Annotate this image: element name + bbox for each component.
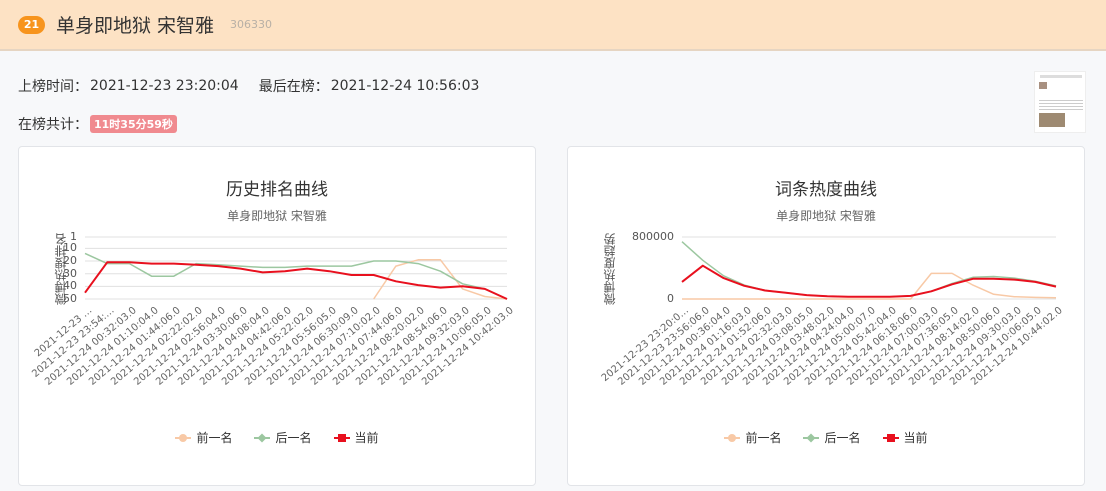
thumb-avatar [1039,82,1047,89]
hot-value: 306330 [230,18,273,31]
y-tick-label: 0 [667,292,674,305]
y-tick-label: 10 [63,241,77,255]
legend-label: 当前 [354,431,379,445]
rank-chart-plot[interactable] [19,147,537,427]
topic-title[interactable]: 单身即地狱 宋智雅 [56,15,215,37]
legend-label: 前一名 [196,431,233,445]
series-line [84,252,508,300]
legend-label: 后一名 [824,431,861,445]
thumb-image [1039,113,1065,127]
chart-legend: 前一名 后一名 当前 [568,429,1084,446]
y-tick-label: 40 [63,279,77,293]
chart-subtitle: 单身即地狱 宋智雅 [227,209,327,223]
diamond-marker-icon [254,432,271,443]
thumb-nav-bar [1040,75,1082,78]
legend-item-next[interactable]: 后一名 [254,429,312,446]
first-on-label: 上榜时间： [18,79,88,95]
legend-item-next[interactable]: 后一名 [803,429,861,446]
circle-marker-icon [175,433,192,443]
screenshot-thumbnail[interactable] [1034,71,1086,133]
legend-label: 当前 [903,431,928,445]
chart-title: 历史排名曲线 [226,180,328,200]
series-line [681,264,1057,298]
heat-trend-chart-card: 词条热度曲线 单身即地狱 宋智雅 微博热度趋势 0 800000 2021-12-… [567,146,1085,486]
last-on-label: 最后在榜： [258,79,329,95]
chart-title: 词条热度曲线 [775,180,877,200]
rank-badge: 21 [18,15,45,34]
legend-label: 前一名 [745,431,782,445]
heat-chart-plot[interactable] [568,147,1086,427]
diamond-marker-icon [803,432,820,443]
time-info-row: 上榜时间： 2021-12-23 23:20:04 最后在榜： 2021-12-… [18,76,499,96]
square-marker-icon [882,433,899,443]
chart-legend: 前一名 后一名 当前 [19,429,535,446]
legend-label: 后一名 [275,431,312,445]
series-line [682,272,1057,300]
y-tick-label: 800000 [632,230,674,243]
series-line [681,241,1057,298]
legend-item-current[interactable]: 当前 [882,429,928,446]
chart-subtitle: 单身即地狱 宋智雅 [776,209,876,223]
legend-item-prev[interactable]: 前一名 [724,429,781,446]
y-tick-label: 50 [63,292,77,305]
rank-history-chart-card: 历史排名曲线 单身即地狱 宋智雅 微博热搜排名 1 10 20 30 40 50 2021… [18,146,536,486]
duration-info-row: 在榜共计： 11时35分59秒 [18,114,177,134]
duration-label: 在榜共计： [18,117,88,133]
circle-marker-icon [724,433,741,443]
duration-badge: 11时35分59秒 [90,115,177,133]
legend-item-prev[interactable]: 前一名 [175,429,232,446]
y-tick-label: 30 [63,266,77,280]
series-line [84,261,508,300]
thumb-text-lines [1039,100,1083,110]
series-line [373,259,508,300]
first-on-value: 2021-12-23 23:20:04 [90,78,239,94]
square-marker-icon [333,433,350,443]
topic-header: 21 单身即地狱 宋智雅 306330 [0,0,1106,51]
y-tick-label: 1 [70,230,77,243]
last-on-value: 2021-12-24 10:56:03 [330,78,480,94]
legend-item-current[interactable]: 当前 [333,429,379,446]
y-tick-label: 20 [63,254,77,268]
